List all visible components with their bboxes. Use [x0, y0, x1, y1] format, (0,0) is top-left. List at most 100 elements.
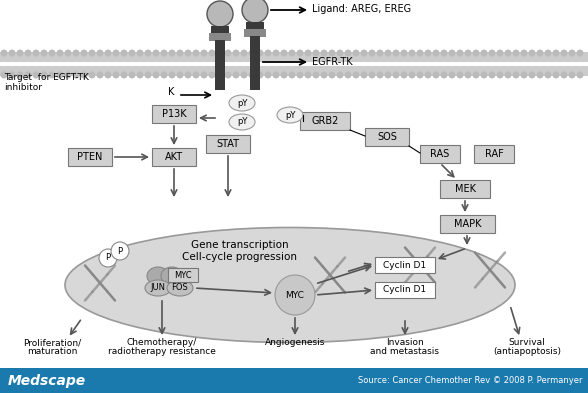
Text: RAS: RAS [430, 149, 450, 159]
Circle shape [89, 50, 95, 57]
Bar [209, 33, 231, 41]
FancyBboxPatch shape [420, 145, 460, 163]
Circle shape [305, 72, 312, 79]
Circle shape [176, 72, 183, 79]
Circle shape [385, 50, 392, 57]
Text: (antiapoptosis): (antiapoptosis) [493, 347, 561, 356]
Text: SOS: SOS [377, 132, 397, 142]
Circle shape [232, 72, 239, 79]
Text: K: K [168, 87, 175, 97]
Circle shape [473, 72, 479, 79]
Text: radiotherapy resistance: radiotherapy resistance [108, 347, 216, 356]
Ellipse shape [161, 267, 183, 285]
Text: MYC: MYC [286, 290, 305, 299]
Text: Cell-cycle progression: Cell-cycle progression [182, 252, 298, 262]
Circle shape [201, 72, 208, 79]
Circle shape [8, 72, 15, 79]
Circle shape [136, 72, 143, 79]
Text: Gene transcription: Gene transcription [191, 240, 289, 250]
Circle shape [520, 50, 527, 57]
Circle shape [385, 72, 392, 79]
Circle shape [440, 72, 447, 79]
Ellipse shape [147, 267, 169, 285]
Circle shape [207, 1, 233, 27]
Circle shape [242, 0, 268, 23]
Text: Ligand: AREG, EREG: Ligand: AREG, EREG [312, 4, 411, 14]
Circle shape [48, 72, 55, 79]
Circle shape [216, 50, 223, 57]
Circle shape [553, 72, 560, 79]
Circle shape [32, 72, 39, 79]
Circle shape [72, 50, 79, 57]
Circle shape [32, 50, 39, 57]
Circle shape [345, 72, 352, 79]
Circle shape [320, 50, 328, 57]
Bar [211, 26, 229, 34]
Circle shape [185, 50, 192, 57]
Circle shape [161, 50, 168, 57]
Circle shape [465, 72, 472, 79]
Circle shape [272, 72, 279, 79]
Text: MEK: MEK [455, 184, 476, 194]
Text: Invasion: Invasion [386, 338, 424, 347]
Ellipse shape [229, 95, 255, 111]
Text: Proliferation/: Proliferation/ [23, 338, 81, 347]
Circle shape [192, 50, 199, 57]
Circle shape [265, 50, 272, 57]
Circle shape [16, 72, 24, 79]
Circle shape [81, 72, 88, 79]
Circle shape [129, 50, 135, 57]
Circle shape [376, 72, 383, 79]
Text: EGFR-TK: EGFR-TK [312, 57, 353, 67]
Circle shape [112, 50, 119, 57]
Circle shape [41, 50, 48, 57]
FancyBboxPatch shape [206, 135, 250, 153]
Circle shape [96, 50, 103, 57]
Circle shape [275, 275, 315, 315]
Circle shape [536, 50, 543, 57]
Text: pY: pY [237, 99, 247, 108]
Circle shape [480, 72, 487, 79]
Circle shape [569, 72, 576, 79]
Circle shape [216, 72, 223, 79]
Circle shape [136, 50, 143, 57]
Circle shape [312, 72, 319, 79]
Circle shape [16, 50, 24, 57]
Circle shape [256, 72, 263, 79]
Circle shape [225, 72, 232, 79]
Circle shape [393, 72, 399, 79]
Circle shape [296, 50, 303, 57]
Circle shape [232, 50, 239, 57]
Circle shape [329, 72, 336, 79]
FancyBboxPatch shape [375, 257, 435, 273]
Circle shape [280, 50, 288, 57]
Circle shape [529, 50, 536, 57]
Circle shape [312, 50, 319, 57]
Circle shape [456, 50, 463, 57]
Circle shape [513, 50, 520, 57]
Text: STAT: STAT [216, 139, 239, 149]
Circle shape [352, 72, 359, 79]
Circle shape [192, 72, 199, 79]
Text: P: P [105, 253, 111, 263]
Circle shape [145, 50, 152, 57]
Circle shape [145, 72, 152, 79]
Circle shape [489, 50, 496, 57]
Circle shape [105, 72, 112, 79]
FancyBboxPatch shape [440, 215, 495, 233]
FancyBboxPatch shape [440, 180, 490, 198]
Circle shape [416, 72, 423, 79]
Bar [0, 66, 588, 76]
Text: MYC: MYC [174, 270, 192, 279]
Text: PTEN: PTEN [77, 152, 103, 162]
Circle shape [416, 50, 423, 57]
Circle shape [425, 72, 432, 79]
Circle shape [176, 50, 183, 57]
FancyBboxPatch shape [474, 145, 514, 163]
Circle shape [576, 72, 583, 79]
Circle shape [360, 50, 368, 57]
Circle shape [473, 50, 479, 57]
Circle shape [505, 72, 512, 79]
Circle shape [240, 72, 248, 79]
Circle shape [400, 72, 407, 79]
